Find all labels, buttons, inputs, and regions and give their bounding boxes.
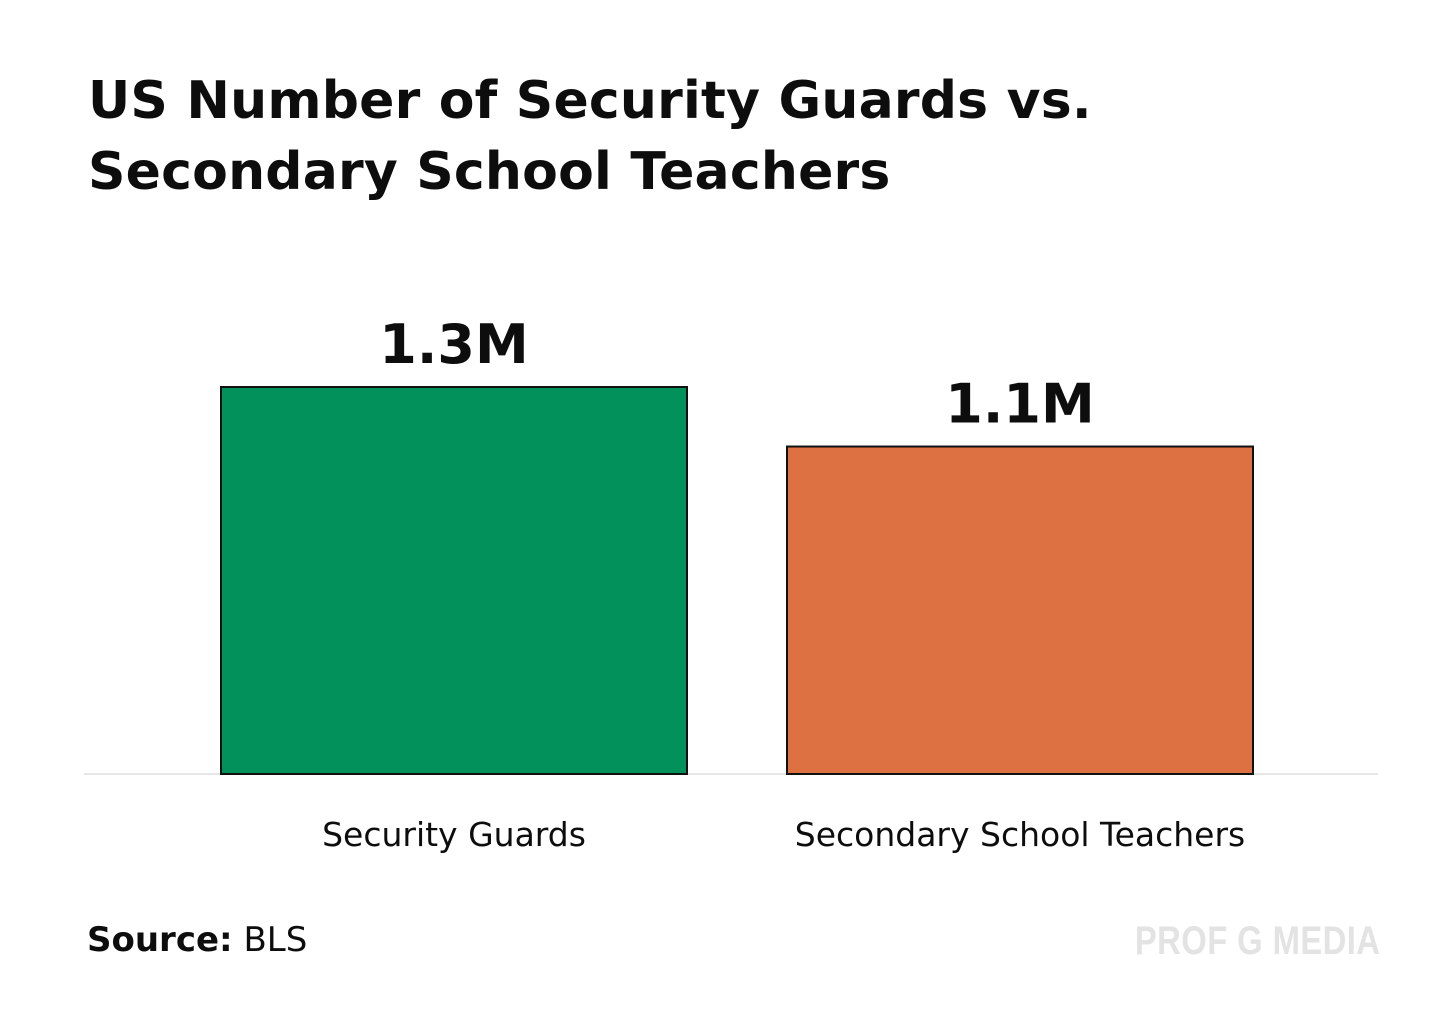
- chart-title-line-1: US Number of Security Guards vs.: [88, 71, 1092, 131]
- data-label-1: 1.1M: [945, 373, 1094, 436]
- source-value: BLS: [243, 920, 308, 960]
- category-label-0: Security Guards: [322, 815, 586, 854]
- chart-title-line-2: Secondary School Teachers: [88, 142, 891, 202]
- source-label: Source:: [87, 920, 233, 960]
- bar-0: [220, 386, 688, 775]
- bar-1: [786, 445, 1254, 775]
- category-label-1: Secondary School Teachers: [795, 815, 1246, 854]
- source-note: Source: BLS: [87, 918, 307, 962]
- brand-watermark: PROF G MEDIA: [1134, 919, 1380, 963]
- data-label-0: 1.3M: [379, 313, 528, 376]
- chart-title: US Number of Security Guards vs. Seconda…: [88, 66, 1288, 208]
